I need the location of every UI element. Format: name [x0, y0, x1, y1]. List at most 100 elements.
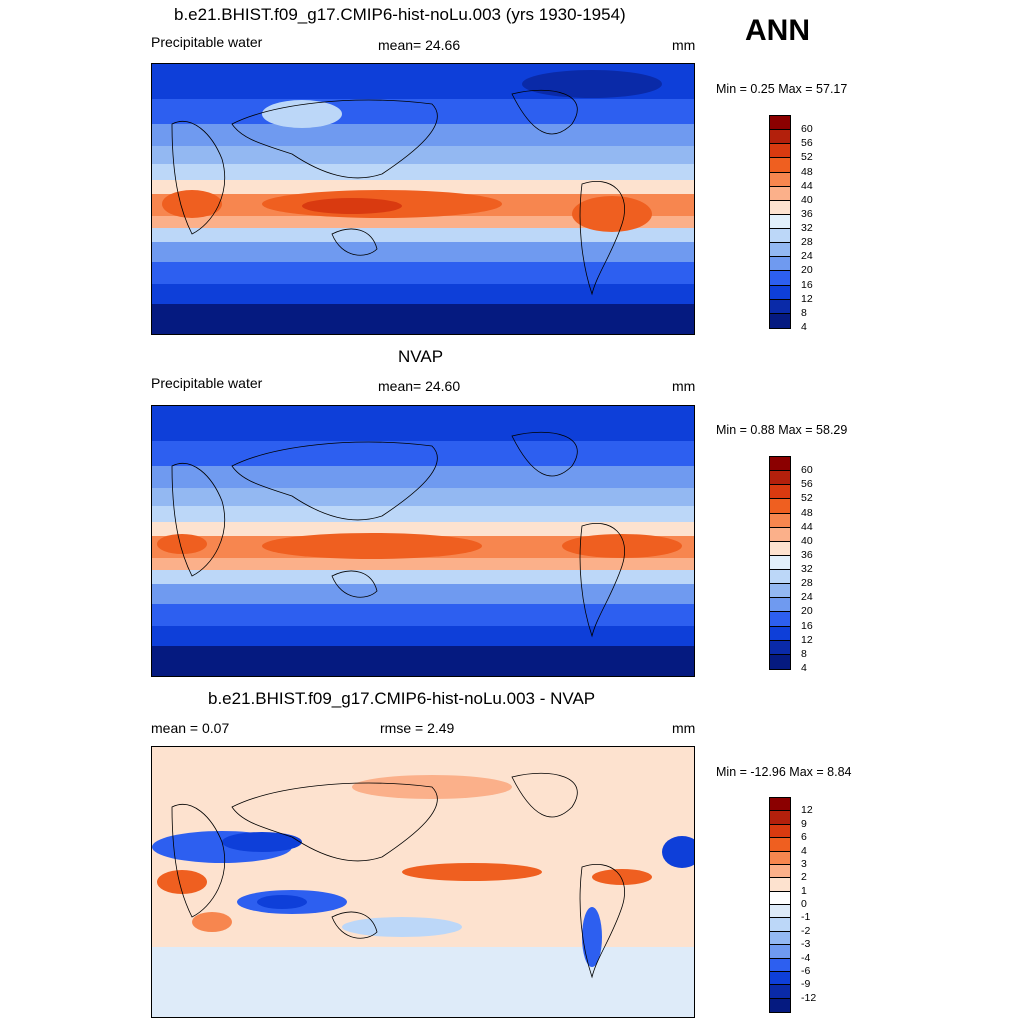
- panel3-colorbar-tick-label: 3: [801, 857, 807, 870]
- panel2-colorbar-segment: [770, 541, 790, 556]
- panel3-colorbar-segment: [770, 864, 790, 879]
- panel1-colorbar-tick-label: 44: [801, 179, 813, 192]
- panel3-minmax-label: Min = -12.96 Max = 8.84: [716, 765, 852, 779]
- panel1-colorbar-segment: [770, 130, 790, 145]
- panel1-mean-label: mean= 24.66: [378, 37, 461, 53]
- panel3-colorbar-tick-label: -12: [801, 991, 817, 1004]
- panel3-colorbar-segment: [770, 985, 790, 999]
- panel2-colorbar-tick-label: 36: [801, 548, 813, 561]
- panel3-colorbar-tick-label: 1: [801, 884, 807, 897]
- panel3-colorbar-tick-label: -9: [801, 978, 811, 991]
- panel3-units-label: mm: [672, 720, 696, 736]
- panel2-variable-label: Precipitable water: [151, 375, 263, 391]
- panel2-units-label: mm: [672, 378, 696, 394]
- panel2-title: NVAP: [398, 347, 444, 366]
- panel1-colorbar-segment: [770, 229, 790, 244]
- panel1-colorbar-tick-label: 48: [801, 165, 813, 178]
- panel1-colorbar-segment: [770, 144, 790, 159]
- panel2-colorbar-tick-label: 12: [801, 633, 813, 646]
- panel1-colorbar-tick-label: 52: [801, 151, 813, 164]
- panel3-colorbar-tick-label: 4: [801, 844, 807, 857]
- panel3-colorbar-segment: [770, 851, 790, 865]
- panel1-colorbar-tick-label: 28: [801, 236, 813, 249]
- panel2-colorbar-tick-label: 4: [801, 662, 807, 674]
- panel1-colorbar-tick-label: 20: [801, 264, 813, 277]
- panel2-mean-label: mean= 24.60: [378, 378, 461, 394]
- panel2-colorbar-segment: [770, 485, 790, 500]
- panel3-colorbar-segment: [770, 905, 790, 919]
- panel3-colorbar-tick-label: 9: [801, 817, 807, 830]
- panel2-colorbar-segment: [770, 626, 790, 641]
- panel3-colorbar-segment: [770, 958, 790, 972]
- panel2-colorbar-segment: [770, 513, 790, 528]
- panel3-colorbar-tick-label: 6: [801, 831, 807, 844]
- panel1-colorbar-segment: [770, 214, 790, 229]
- panel3-colorbar-segment: [770, 798, 790, 812]
- panel1-map: [151, 63, 695, 335]
- panel3-colorbar-segment: [770, 945, 790, 959]
- panel1-colorbar-tick-label: 8: [801, 306, 807, 319]
- panel1-colorbar-segment: [770, 158, 790, 173]
- panel3-colorbar-segment: [770, 931, 790, 946]
- panel1-colorbar: [769, 115, 791, 329]
- panel3-colorbar-tick-label: -3: [801, 938, 811, 951]
- panel1-colorbar-tick-label: 56: [801, 137, 813, 150]
- panel1-colorbar-segment: [770, 116, 790, 131]
- panel3-colorbar-segment: [770, 824, 790, 839]
- panel2-colorbar-segment: [770, 471, 790, 486]
- panel2-colorbar-segment: [770, 598, 790, 613]
- panel3-colorbar-segment: [770, 838, 790, 852]
- panel2-minmax-label: Min = 0.88 Max = 58.29: [716, 423, 848, 437]
- panel1-colorbar-segment: [770, 285, 790, 300]
- panel1-colorbar-tick-label: 36: [801, 207, 813, 220]
- panel2-map: [151, 405, 695, 677]
- panel2-colorbar-segment: [770, 640, 790, 655]
- panel3-mean-label: mean = 0.07: [151, 720, 230, 736]
- panel1-units-label: mm: [672, 37, 696, 53]
- panel3-colorbar-segment: [770, 998, 790, 1012]
- panel3-colorbar-segment: [770, 878, 790, 892]
- panel3-colorbar-tick-label: -1: [801, 911, 811, 924]
- panel2-colorbar-segment: [770, 654, 790, 669]
- panel3-colorbar-segment: [770, 891, 790, 905]
- panel1-colorbar-segment: [770, 172, 790, 187]
- panel1-colorbar-segment: [770, 299, 790, 314]
- panel3-colorbar: [769, 797, 791, 1013]
- panel1-colorbar-segment: [770, 271, 790, 286]
- panel3-rmse-label: rmse = 2.49: [380, 720, 455, 736]
- panel2-colorbar-segment: [770, 499, 790, 514]
- panel1-map-field: [152, 64, 694, 334]
- panel3-title: b.e21.BHIST.f09_g17.CMIP6-hist-noLu.003 …: [208, 689, 596, 708]
- panel1-minmax-label: Min = 0.25 Max = 57.17: [716, 82, 848, 96]
- panel3-colorbar-tick-label: 0: [801, 898, 807, 910]
- panel1-colorbar-tick-label: 24: [801, 250, 813, 263]
- panel2-colorbar-segment: [770, 584, 790, 599]
- panel1-colorbar-tick-label: 16: [801, 278, 813, 291]
- panel2-colorbar-tick-label: 20: [801, 605, 813, 618]
- panel2-colorbar-tick-label: 8: [801, 647, 807, 660]
- panel1-colorbar-segment: [770, 257, 790, 272]
- panel2-colorbar-tick-label: 48: [801, 506, 813, 519]
- panel2-colorbar-tick-label: 40: [801, 534, 813, 547]
- panel2-colorbar-tick-label: 16: [801, 619, 813, 632]
- panel1-title: b.e21.BHIST.f09_g17.CMIP6-hist-noLu.003 …: [174, 5, 626, 24]
- panel3-colorbar-tick-label: -4: [801, 951, 811, 964]
- panel2-colorbar-tick-label: 44: [801, 520, 813, 533]
- panel3-colorbar-tick-label: -2: [801, 924, 811, 937]
- panel2-colorbar-segment: [770, 527, 790, 542]
- panel3-colorbar-segment: [770, 971, 790, 986]
- panel1-colorbar-segment: [770, 313, 790, 328]
- panel2-colorbar-tick-label: 52: [801, 492, 813, 505]
- panel1-colorbar-tick-label: 40: [801, 193, 813, 206]
- panel2-colorbar-tick-label: 56: [801, 478, 813, 491]
- panel1-colorbar-tick-label: 32: [801, 222, 813, 235]
- panel3-colorbar-segment: [770, 811, 790, 825]
- panel2-colorbar-tick-label: 24: [801, 591, 813, 604]
- panel1-variable-label: Precipitable water: [151, 34, 263, 50]
- panel3-colorbar-tick-label: 12: [801, 804, 813, 817]
- panel2-colorbar-segment: [770, 570, 790, 585]
- panel3-colorbar-tick-label: -6: [801, 964, 811, 977]
- panel3-map-field: [152, 747, 694, 1017]
- panel3-map: [151, 746, 695, 1018]
- panel1-colorbar-tick-label: 12: [801, 292, 813, 305]
